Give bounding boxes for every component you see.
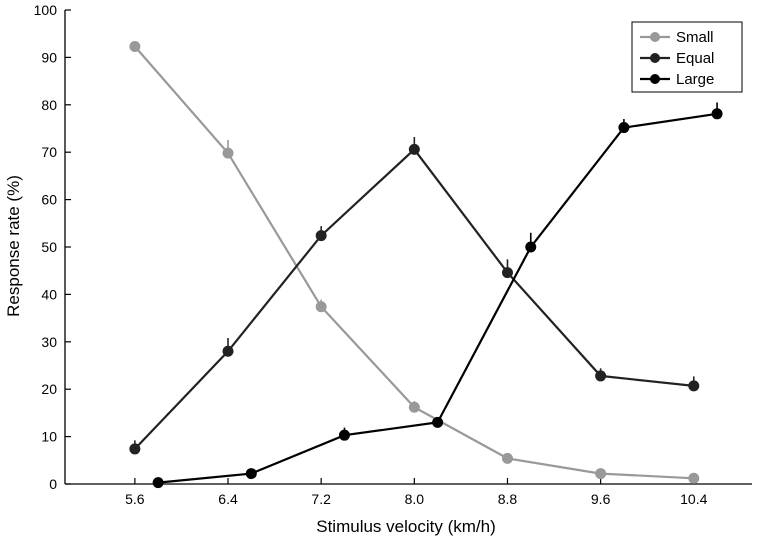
legend-marker — [650, 53, 660, 63]
data-point — [688, 380, 700, 392]
y-tick-label: 100 — [34, 2, 58, 18]
series-layer — [129, 40, 723, 489]
data-point — [222, 147, 234, 159]
series-line-small — [134, 45, 694, 480]
data-point — [595, 370, 607, 382]
x-tick-label: 9.6 — [591, 491, 611, 507]
y-tick-label: 60 — [41, 192, 57, 208]
data-point — [618, 122, 630, 134]
data-point — [338, 429, 350, 441]
y-tick-label: 50 — [41, 239, 57, 255]
data-point — [595, 468, 607, 480]
x-tick-label: 7.2 — [311, 491, 331, 507]
y-tick-label: 0 — [49, 476, 57, 492]
data-point — [152, 477, 164, 489]
data-point — [245, 468, 257, 480]
legend-label: Small — [676, 29, 714, 46]
data-point — [129, 40, 141, 52]
legend-marker — [650, 74, 660, 84]
legend-label: Large — [676, 71, 714, 88]
data-point — [408, 401, 420, 413]
data-point — [501, 452, 513, 464]
legend: Small Equal Large — [631, 21, 743, 93]
x-tick-label: 6.4 — [218, 491, 238, 507]
data-point — [525, 241, 537, 253]
data-point — [432, 416, 444, 428]
data-point — [222, 345, 234, 357]
y-tick-label: 40 — [41, 286, 57, 302]
y-axis: 0 10 20 30 40 50 60 70 80 90 100 — [34, 2, 71, 492]
series-equal — [129, 137, 700, 455]
y-tick-label: 70 — [41, 144, 57, 160]
x-tick-label: 8.0 — [405, 491, 425, 507]
series-large — [152, 102, 723, 489]
y-tick-label: 10 — [41, 429, 57, 445]
x-tick-label: 10.4 — [680, 491, 707, 507]
legend-label: Equal — [676, 50, 714, 67]
y-tick-label: 30 — [41, 334, 57, 350]
y-tick-label: 80 — [41, 97, 57, 113]
x-tick-label: 5.6 — [125, 491, 145, 507]
x-axis-title: Stimulus velocity (km/h) — [316, 517, 495, 536]
data-point — [501, 267, 513, 279]
y-tick-label: 90 — [41, 49, 57, 65]
data-point — [408, 143, 420, 155]
data-point — [711, 108, 723, 120]
y-axis-title: Response rate (%) — [4, 175, 23, 317]
data-point — [315, 301, 327, 313]
x-axis: 5.6 6.4 7.2 8.0 8.8 9.6 10.4 — [65, 478, 752, 507]
x-tick-label: 8.8 — [498, 491, 518, 507]
data-point — [315, 230, 327, 242]
data-point — [129, 443, 141, 455]
data-point — [688, 472, 700, 484]
y-tick-label: 20 — [41, 381, 57, 397]
series-small — [129, 40, 700, 484]
legend-marker — [650, 32, 660, 42]
